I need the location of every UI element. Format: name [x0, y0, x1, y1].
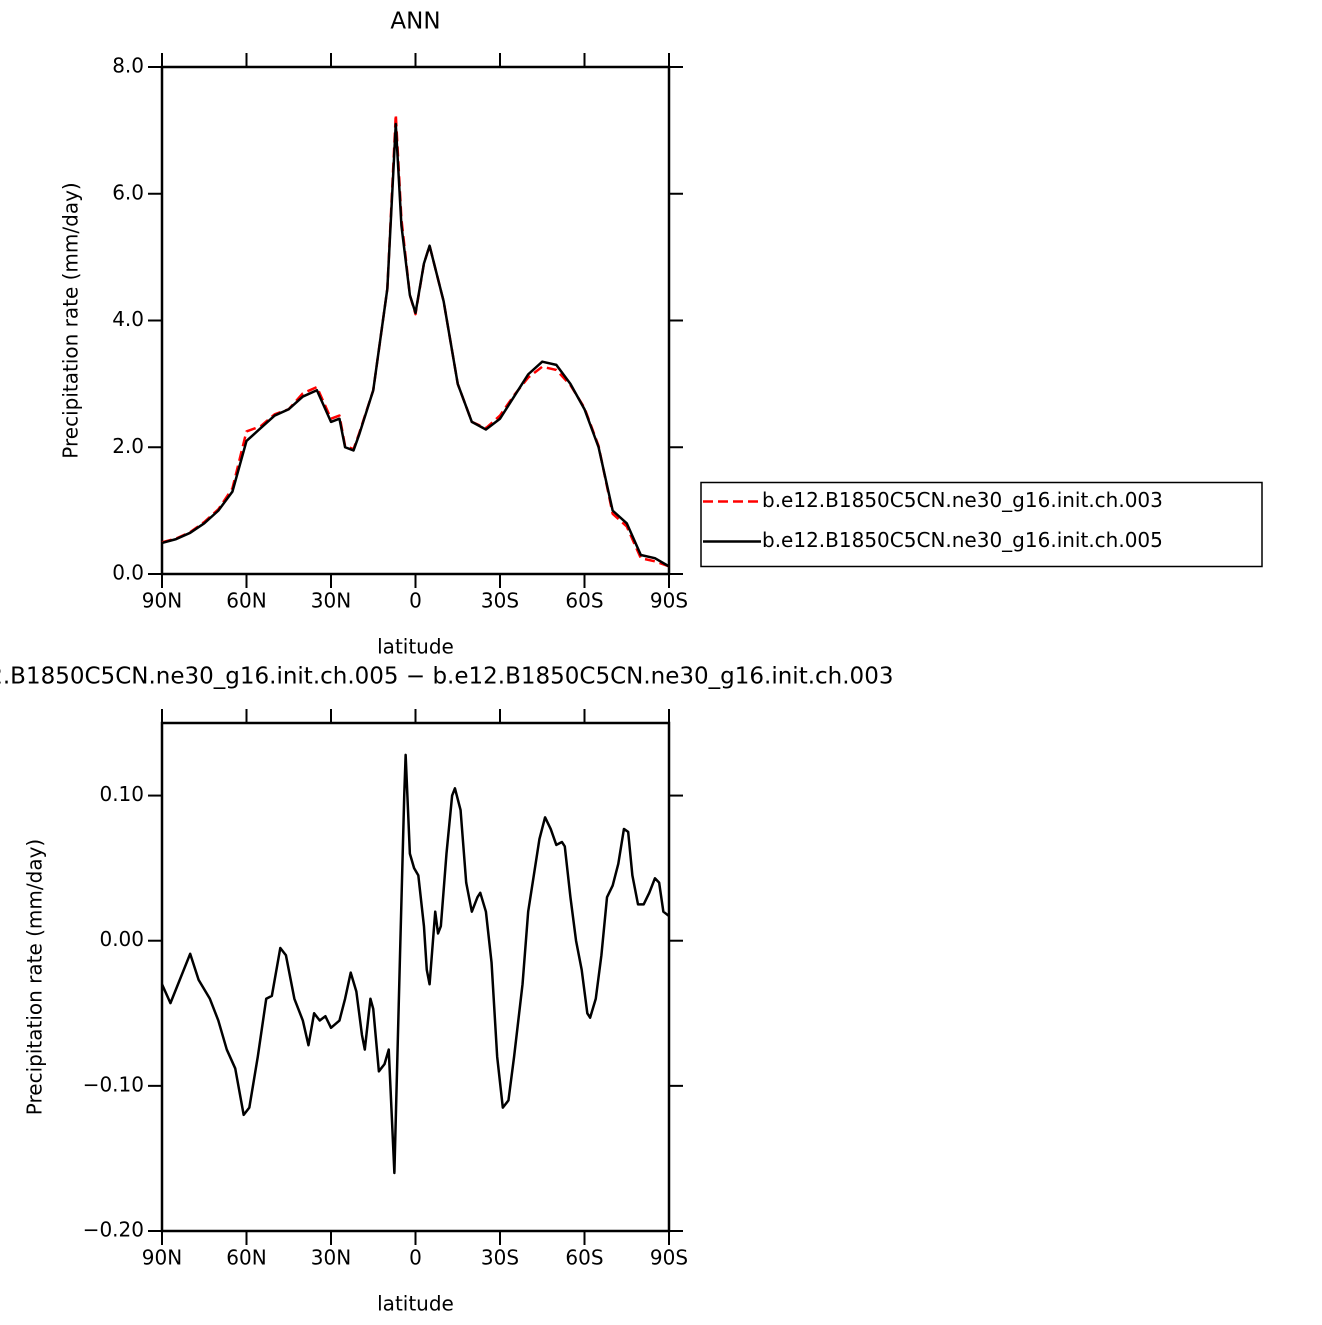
x-tick-label: 90S	[650, 589, 688, 613]
x-tick-label: 60N	[226, 589, 266, 613]
y-tick-label: 0.0	[112, 561, 144, 585]
plot-frame	[160, 65, 671, 576]
x-axis-label: latitude	[377, 1292, 454, 1316]
data-line	[161, 122, 670, 568]
chart-title: ANN	[390, 9, 440, 35]
legend-label: b.e12.B1850C5CN.ne30_g16.init.ch.005	[762, 528, 1163, 552]
y-axis-label: Precipitation rate (mm/day)	[23, 839, 47, 1115]
x-tick-label: 90N	[142, 1246, 182, 1270]
x-tick-label: 90N	[142, 589, 182, 613]
x-tick-label: 0	[409, 589, 422, 613]
chart-title: b.e12.B1850C5CN.ne30_g16.init.ch.005 − b…	[0, 664, 893, 690]
x-tick-label: 60S	[565, 589, 603, 613]
x-tick-label: 60N	[226, 1246, 266, 1270]
x-tick-label: 90S	[650, 1246, 688, 1270]
y-tick-label: −0.10	[83, 1072, 144, 1096]
legend-label: b.e12.B1850C5CN.ne30_g16.init.ch.003	[762, 488, 1163, 512]
x-axis-label: latitude	[377, 635, 454, 659]
x-tick-label: 30N	[311, 589, 351, 613]
plot-frame	[160, 721, 671, 1233]
data-line	[160, 753, 670, 1175]
x-tick-label: 0	[409, 1246, 422, 1270]
y-tick-label: −0.20	[83, 1218, 144, 1242]
x-tick-label: 30S	[481, 1246, 519, 1270]
y-tick-label: 8.0	[112, 54, 144, 78]
y-tick-label: 0.00	[99, 927, 144, 951]
legend-box	[700, 481, 1263, 568]
y-tick-label: 2.0	[112, 434, 144, 458]
data-line	[161, 113, 670, 568]
y-tick-label: 0.10	[99, 782, 144, 806]
y-axis-label: Precipitation rate (mm/day)	[59, 182, 83, 458]
x-tick-label: 60S	[565, 1246, 603, 1270]
y-tick-label: 6.0	[112, 180, 144, 204]
y-tick-label: 4.0	[112, 307, 144, 331]
x-tick-label: 30S	[481, 589, 519, 613]
x-tick-label: 30N	[311, 1246, 351, 1270]
